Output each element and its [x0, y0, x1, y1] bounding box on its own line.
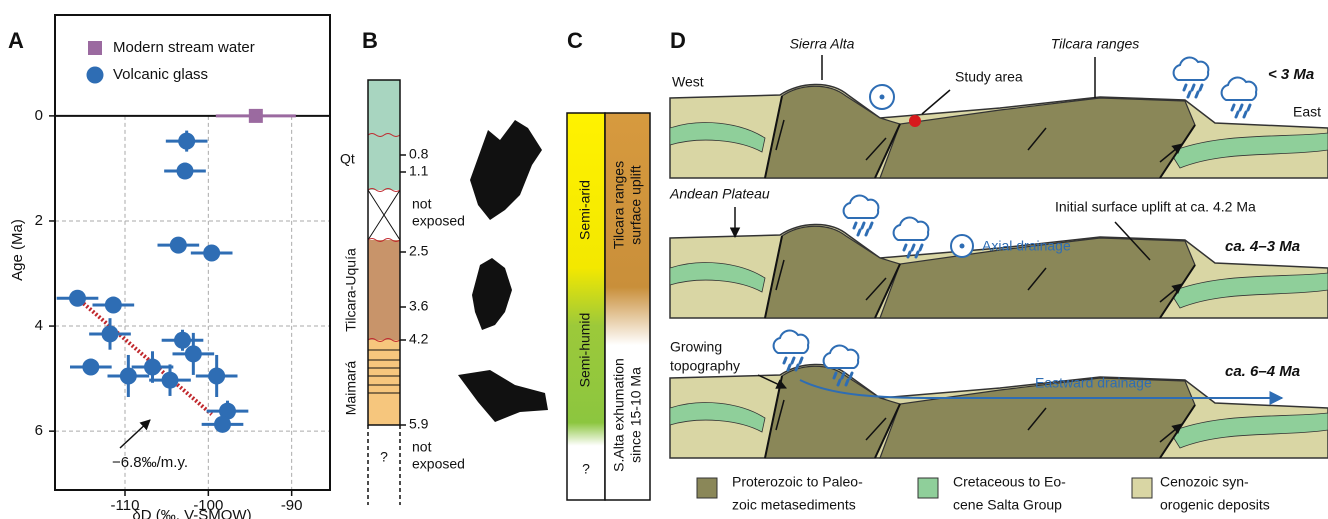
stage-label: ca. 4–3 Ma [1225, 238, 1300, 255]
point [69, 290, 86, 307]
rose-diagrams [458, 120, 548, 422]
legend-marker [87, 67, 104, 84]
age-label: 0.8 [409, 146, 429, 162]
panel-label: D [670, 28, 686, 53]
direction-label: West [672, 74, 704, 90]
tectonic-label: Tilcara ranges [611, 161, 627, 249]
age-label: 4.2 [409, 331, 429, 347]
point [174, 332, 191, 349]
legend-swatch [697, 478, 717, 498]
point [208, 367, 225, 384]
place-label: Tilcara ranges [1051, 36, 1140, 52]
x-tick-label: -90 [281, 497, 303, 514]
point [203, 245, 220, 262]
rain-cloud [1222, 78, 1257, 117]
unknown: ? [380, 449, 388, 465]
direction-label: East [1293, 104, 1321, 120]
point [249, 109, 263, 123]
point [102, 325, 119, 342]
unit-label: Maimará [343, 361, 359, 416]
panel-label: A [8, 28, 24, 53]
drainage-label: Eastward drainage [1035, 375, 1152, 391]
point [185, 345, 202, 362]
tectonic-label: since 15-10 Ma [628, 367, 644, 463]
climate-label: Semi-arid [577, 180, 593, 240]
unit-label: Qt [340, 151, 355, 167]
point [144, 359, 161, 376]
tectonic-label: surface uplift [628, 165, 644, 244]
legend-label: zoic metasediments [732, 497, 856, 513]
rain-cloud [1174, 58, 1209, 97]
point [105, 297, 122, 314]
age-label: 5.9 [409, 416, 429, 432]
rain-cloud [774, 331, 809, 370]
age-label: 2.5 [409, 243, 429, 259]
climate-label: Semi-humid [577, 313, 593, 388]
point [177, 163, 194, 180]
panel-label: C [567, 28, 583, 53]
rain-cloud [844, 196, 879, 235]
y-tick-label: 2 [35, 212, 43, 229]
place-label: Sierra Alta [790, 36, 855, 52]
age-label: 3.6 [409, 298, 429, 314]
x-axis-label: δD (‰, V-SMOW) [132, 507, 251, 519]
point [214, 416, 231, 433]
not-exposed: exposed [412, 213, 465, 229]
age-label: 1.1 [409, 163, 429, 179]
tectonic-label: S.Alta exhumation [611, 358, 627, 472]
legend-label: Cenozoic syn- [1160, 474, 1249, 490]
y-tick-label: 6 [35, 422, 43, 439]
rain-cloud [894, 218, 929, 257]
drainage-label: Axial drainage [982, 238, 1071, 254]
stage-label: ca. 6–4 Ma [1225, 363, 1300, 380]
study-area-label: Study area [955, 69, 1023, 85]
axial-flow-symbol [960, 244, 965, 249]
topography-label: topography [670, 358, 740, 374]
legend-swatch [918, 478, 938, 498]
point [120, 367, 137, 384]
annotation: −6.8‰/m.y. [112, 454, 188, 471]
legend-marker [88, 41, 102, 55]
uplift-label: Initial surface uplift at ca. 4.2 Ma [1055, 199, 1256, 215]
climate-label: ? [582, 461, 590, 477]
topography-label: Growing [670, 339, 722, 355]
axial-flow-symbol [880, 95, 885, 100]
panel-label: B [362, 28, 378, 53]
legend-label: Modern stream water [113, 39, 255, 56]
legend-label: Cretaceous to Eo- [953, 474, 1066, 490]
point [82, 359, 99, 376]
legend-label: orogenic deposits [1160, 497, 1270, 513]
not-exposed: exposed [412, 456, 465, 472]
y-tick-label: 0 [35, 107, 43, 124]
legend-label: Volcanic glass [113, 66, 208, 83]
not-exposed: not [412, 439, 432, 455]
unit-label: Tilcara-Uquía [343, 248, 359, 332]
not-exposed: not [412, 196, 432, 212]
legend-label: cene Salta Group [953, 497, 1062, 513]
stage-label: < 3 Ma [1268, 66, 1314, 83]
legend-swatch [1132, 478, 1152, 498]
point [162, 372, 179, 389]
y-tick-label: 4 [35, 317, 43, 334]
legend-label: Proterozoic to Paleo- [732, 474, 863, 490]
y-axis-label: Age (Ma) [9, 219, 26, 281]
figure: A 0246-110-100-90Modern stream waterVolc… [0, 0, 1328, 519]
study-area-dot [909, 115, 921, 127]
strat-column [368, 80, 406, 505]
place-label: Andean Plateau [669, 186, 770, 202]
point [178, 133, 195, 150]
point [170, 237, 187, 254]
